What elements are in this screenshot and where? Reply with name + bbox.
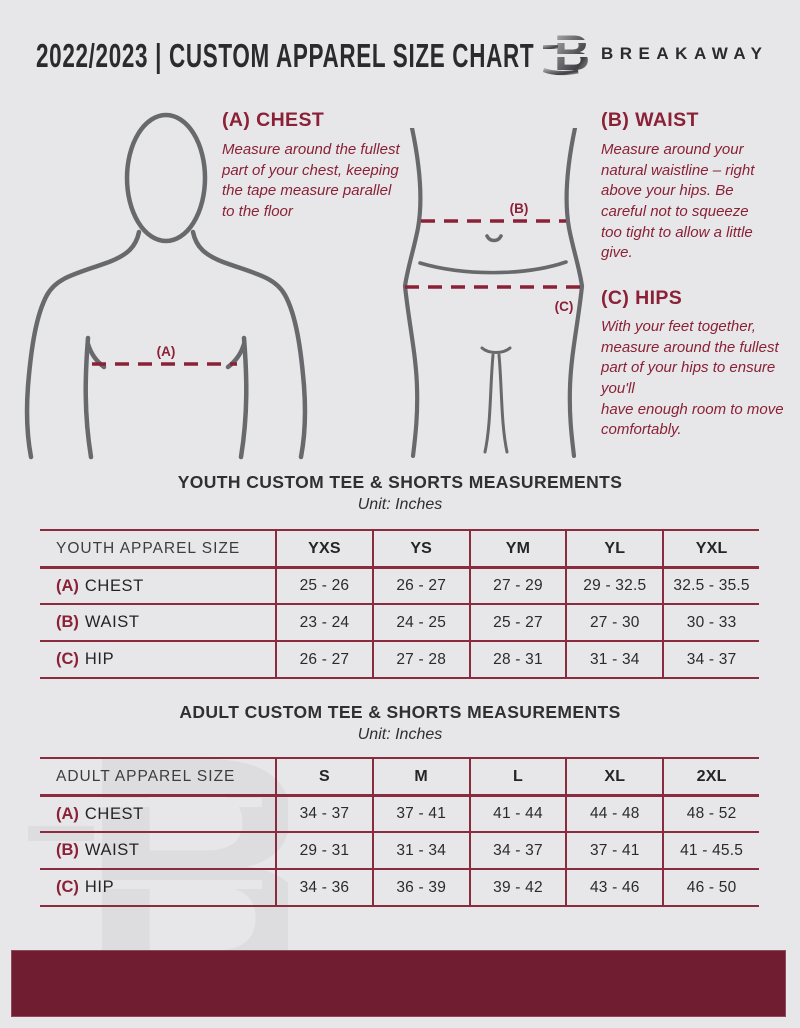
column-header-ym: YM (468, 531, 566, 566)
table-cell: 25 - 27 (468, 605, 566, 640)
adult-table-header-row: ADULT APPAREL SIZE S M L XL 2XL (40, 757, 759, 794)
breakaway-logo-icon: B (543, 25, 591, 77)
column-header-l: L (468, 759, 566, 794)
table-cell: 31 - 34 (565, 642, 662, 677)
table-cell: 26 - 27 (371, 569, 469, 603)
table-cell: 41 - 44 (468, 797, 566, 831)
upper-body-figure: (A) (24, 112, 308, 460)
chest-instruction-heading: (A) CHEST (222, 109, 325, 131)
hips-instruction-heading: (C) HIPS (601, 287, 683, 309)
row-label: WAIST (84, 841, 140, 859)
svg-text:B: B (554, 25, 590, 77)
table-cell: 26 - 27 (275, 642, 372, 677)
hips-line-label: (C) (555, 299, 574, 314)
adult-waist-row: (B) WAIST 29 - 31 31 - 34 34 - 37 37 - 4… (40, 831, 759, 868)
table-cell: 34 - 37 (275, 797, 372, 831)
table-cell: 43 - 46 (565, 870, 662, 905)
column-header-2xl: 2XL (662, 759, 759, 794)
row-header-chest: (A) CHEST (40, 569, 275, 603)
figure-head (124, 112, 208, 244)
row-label: WAIST (84, 613, 140, 631)
table-cell: 34 - 36 (275, 870, 372, 905)
row-prefix: (A) (56, 804, 79, 823)
row-label: HIP (84, 878, 115, 896)
adult-size-table: ADULT APPAREL SIZE S M L XL 2XL (A) CHES… (40, 757, 759, 907)
row-prefix: (C) (56, 878, 79, 896)
table-cell: 24 - 25 (371, 605, 469, 640)
table-cell: 37 - 41 (565, 833, 662, 868)
adult-section-title: ADULT CUSTOM TEE & SHORTS MEASUREMENTS (179, 702, 621, 722)
page-title: 2022/2023 | CUSTOM APPAREL SIZE CHART (36, 37, 535, 74)
row-prefix: (B) (56, 613, 79, 631)
hips-instruction-body: With your feet together, measure around … (601, 318, 784, 439)
youth-hip-row: (C) HIP 26 - 27 27 - 28 28 - 31 31 - 34 … (40, 640, 759, 677)
row-prefix: (B) (56, 841, 79, 859)
table-cell: 27 - 29 (468, 569, 566, 603)
row-header-waist: (B) WAIST (40, 605, 275, 640)
table-cell: 46 - 50 (662, 870, 759, 905)
table-cell: 30 - 33 (662, 605, 759, 640)
adult-size-column-header: ADULT APPAREL SIZE (56, 767, 236, 785)
table-cell: 32.5 - 35.5 (662, 569, 759, 603)
youth-chest-row: (A) CHEST 25 - 26 26 - 27 27 - 29 29 - 3… (40, 566, 759, 603)
table-cell: 44 - 48 (565, 797, 662, 831)
row-label: HIP (84, 650, 115, 668)
brand-name: BREAKAWAY (601, 44, 769, 63)
table-cell: 41 - 45.5 (662, 833, 759, 868)
row-header-hip: (C) HIP (40, 870, 275, 905)
youth-section-unit: Unit: Inches (357, 496, 443, 513)
row-label: CHEST (84, 804, 144, 823)
waist-instruction-heading: (B) WAIST (601, 109, 699, 131)
table-cell: 27 - 30 (565, 605, 662, 640)
row-header-waist: (B) WAIST (40, 833, 275, 868)
table-cell: 36 - 39 (371, 870, 469, 905)
adult-chest-row: (A) CHEST 34 - 37 37 - 41 41 - 44 44 - 4… (40, 794, 759, 831)
svg-text:B: B (80, 728, 288, 968)
table-cell: 37 - 41 (371, 797, 469, 831)
youth-size-column-header: YOUTH APPAREL SIZE (56, 539, 241, 557)
column-header-ys: YS (371, 531, 469, 566)
row-header-hip: (C) HIP (40, 642, 275, 677)
table-cell: 31 - 34 (371, 833, 469, 868)
column-header-s: S (275, 759, 372, 794)
adult-section-unit: Unit: Inches (357, 726, 443, 743)
table-cell: 27 - 28 (371, 642, 469, 677)
column-header-yxs: YXS (275, 531, 372, 566)
column-header-xl: XL (565, 759, 662, 794)
youth-section-title: YOUTH CUSTOM TEE & SHORTS MEASUREMENTS (177, 472, 623, 492)
navel-curve (485, 234, 503, 243)
adult-hip-row: (C) HIP 34 - 36 36 - 39 39 - 42 43 - 46 … (40, 868, 759, 905)
table-cell: 34 - 37 (468, 833, 566, 868)
table-cell: 28 - 31 (468, 642, 566, 677)
table-cell: 34 - 37 (662, 642, 759, 677)
youth-size-table: YOUTH APPAREL SIZE YXS YS YM YL YXL (A) … (40, 529, 759, 679)
column-header-yxl: YXL (662, 531, 759, 566)
waist-line-label: (B) (510, 201, 529, 216)
table-cell: 39 - 42 (468, 870, 566, 905)
row-label: CHEST (84, 576, 144, 595)
row-prefix: (C) (56, 650, 79, 668)
hip-crease-curve (418, 260, 568, 275)
row-prefix: (A) (56, 576, 79, 595)
table-cell: 29 - 31 (275, 833, 372, 868)
footer-bar (11, 950, 786, 1017)
table-cell: 25 - 26 (275, 569, 372, 603)
row-header-chest: (A) CHEST (40, 797, 275, 831)
waist-instruction-body: Measure around your natural waistline – … (601, 141, 755, 262)
table-cell: 48 - 52 (662, 797, 759, 831)
table-cell: 29 - 32.5 (565, 569, 662, 603)
chest-line-label: (A) (157, 344, 176, 359)
column-header-yl: YL (565, 531, 662, 566)
lower-body-figure: (B) (C) (402, 128, 585, 458)
chest-instruction-body: Measure around the fullest part of your … (222, 141, 400, 221)
youth-waist-row: (B) WAIST 23 - 24 24 - 25 25 - 27 27 - 3… (40, 603, 759, 640)
youth-table-header-row: YOUTH APPAREL SIZE YXS YS YM YL YXL (40, 529, 759, 566)
column-header-m: M (371, 759, 469, 794)
table-cell: 23 - 24 (275, 605, 372, 640)
